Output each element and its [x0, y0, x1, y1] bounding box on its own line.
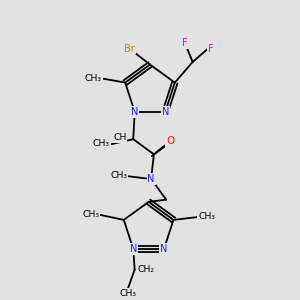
Text: CH₃: CH₃ [119, 289, 136, 298]
Text: CH₃: CH₃ [93, 139, 110, 148]
Text: O: O [166, 136, 175, 146]
Text: N: N [162, 107, 169, 117]
Text: Br: Br [124, 44, 135, 54]
Text: CH₃: CH₃ [110, 171, 127, 180]
Text: CH₃: CH₃ [198, 212, 215, 221]
Text: CH₃: CH₃ [82, 210, 99, 219]
Text: N: N [131, 107, 138, 117]
Text: N: N [130, 244, 137, 254]
Text: CH₃: CH₃ [85, 74, 102, 83]
Text: F: F [208, 44, 213, 54]
Text: F: F [182, 38, 188, 48]
Text: CH: CH [113, 133, 126, 142]
Text: CH₂: CH₂ [137, 265, 154, 274]
Text: N: N [148, 174, 155, 184]
Text: N: N [160, 244, 168, 254]
